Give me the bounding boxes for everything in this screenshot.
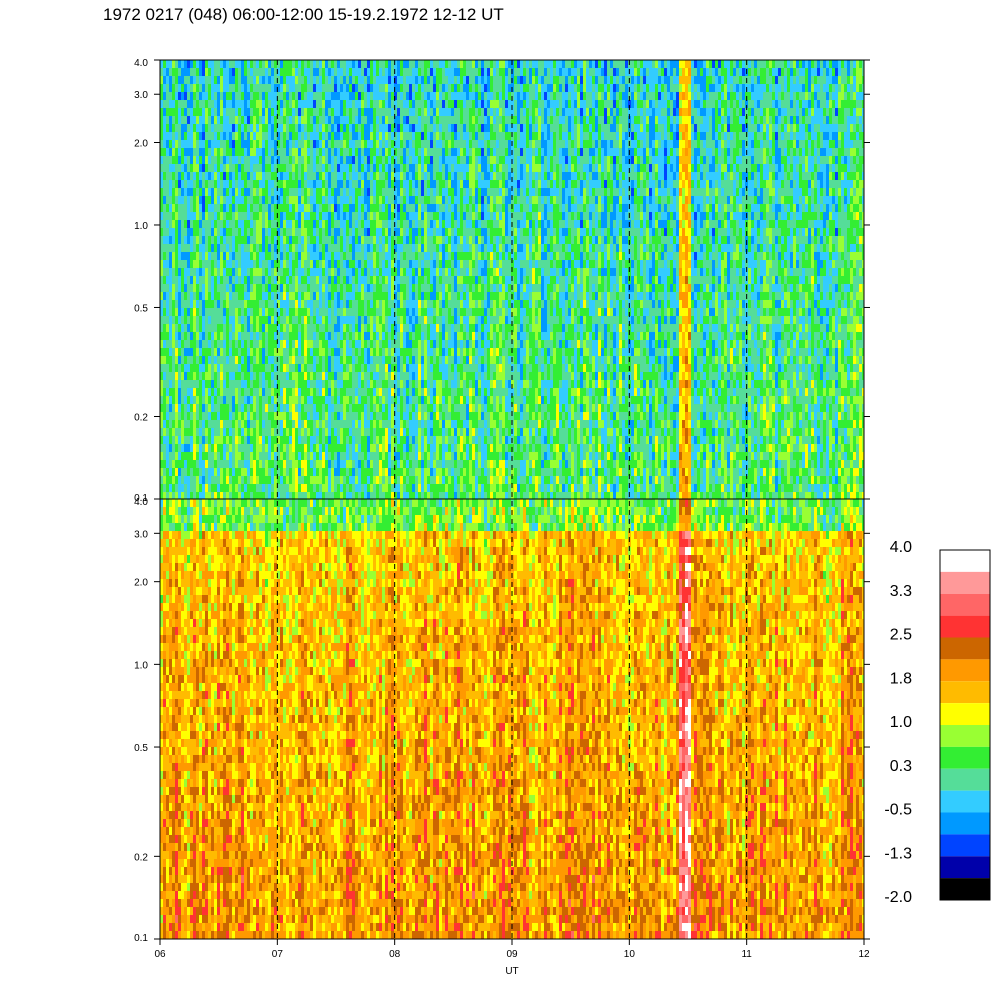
colorbar-segment xyxy=(940,703,990,725)
colorbar-segment xyxy=(940,571,990,594)
colorbar-segment xyxy=(940,681,990,704)
colorbar-label: 2.5 xyxy=(890,627,912,644)
colorbar-segment xyxy=(940,834,990,857)
x-tick-label: 11 xyxy=(741,949,752,960)
colorbar-segment xyxy=(940,637,990,660)
y-tick-label: 1.0 xyxy=(134,660,148,671)
colorbar-label: -0.5 xyxy=(884,802,912,819)
y-tick-label: 0.2 xyxy=(134,852,148,863)
y-tick-label: 0.5 xyxy=(134,743,148,754)
y-tick-label: 4.0 xyxy=(134,497,148,508)
heatmap-cells xyxy=(160,60,864,939)
chart-title: 1972 0217 (048) 06:00-12:00 15-19.2.1972… xyxy=(103,5,504,25)
y-tick-label: 3.0 xyxy=(134,90,148,101)
colorbar-segment xyxy=(940,768,990,791)
y-tick-label: 2.0 xyxy=(134,138,148,149)
y-tick-label: 0.2 xyxy=(134,413,148,424)
x-tick-label: 08 xyxy=(389,949,401,960)
colorbar-segment xyxy=(940,746,990,769)
x-tick-label: 07 xyxy=(272,949,284,960)
y-tick-label: 0.5 xyxy=(134,303,148,314)
colorbar-label: 3.3 xyxy=(890,583,912,600)
colorbar-segment xyxy=(940,812,990,835)
colorbar-segment xyxy=(940,790,990,813)
colorbar-label: 0.3 xyxy=(890,758,912,775)
colorbar-label: -2.0 xyxy=(884,889,912,906)
colorbar-segment xyxy=(940,593,990,616)
x-axis-label: UT xyxy=(505,966,518,977)
colorbar-segment xyxy=(940,659,990,682)
colorbar-frame xyxy=(939,549,991,901)
colorbar-label: 4.0 xyxy=(890,539,912,556)
colorbar-segment xyxy=(940,878,990,900)
y-tick-label: 0.1 xyxy=(134,493,148,504)
x-tick-label: 10 xyxy=(624,949,636,960)
x-tick-label: 12 xyxy=(858,949,870,960)
y-tick-label: 1.0 xyxy=(134,221,148,232)
colorbar-segment xyxy=(940,856,990,879)
x-tick-label: 09 xyxy=(506,949,518,960)
colorbar-segment xyxy=(940,615,990,638)
x-tick-label: 06 xyxy=(154,949,166,960)
y-tick-label: 2.0 xyxy=(134,578,148,589)
colorbar-segment xyxy=(940,550,990,572)
colorbar-label: -1.3 xyxy=(884,845,912,862)
y-tick-label: 0.1 xyxy=(134,933,148,944)
y-tick-label: 4.0 xyxy=(134,58,148,69)
colorbar-segment xyxy=(940,725,990,747)
colorbar-label: 1.0 xyxy=(890,714,912,731)
y-tick-label: 3.0 xyxy=(134,529,148,540)
colorbar-label: 1.8 xyxy=(890,670,912,687)
